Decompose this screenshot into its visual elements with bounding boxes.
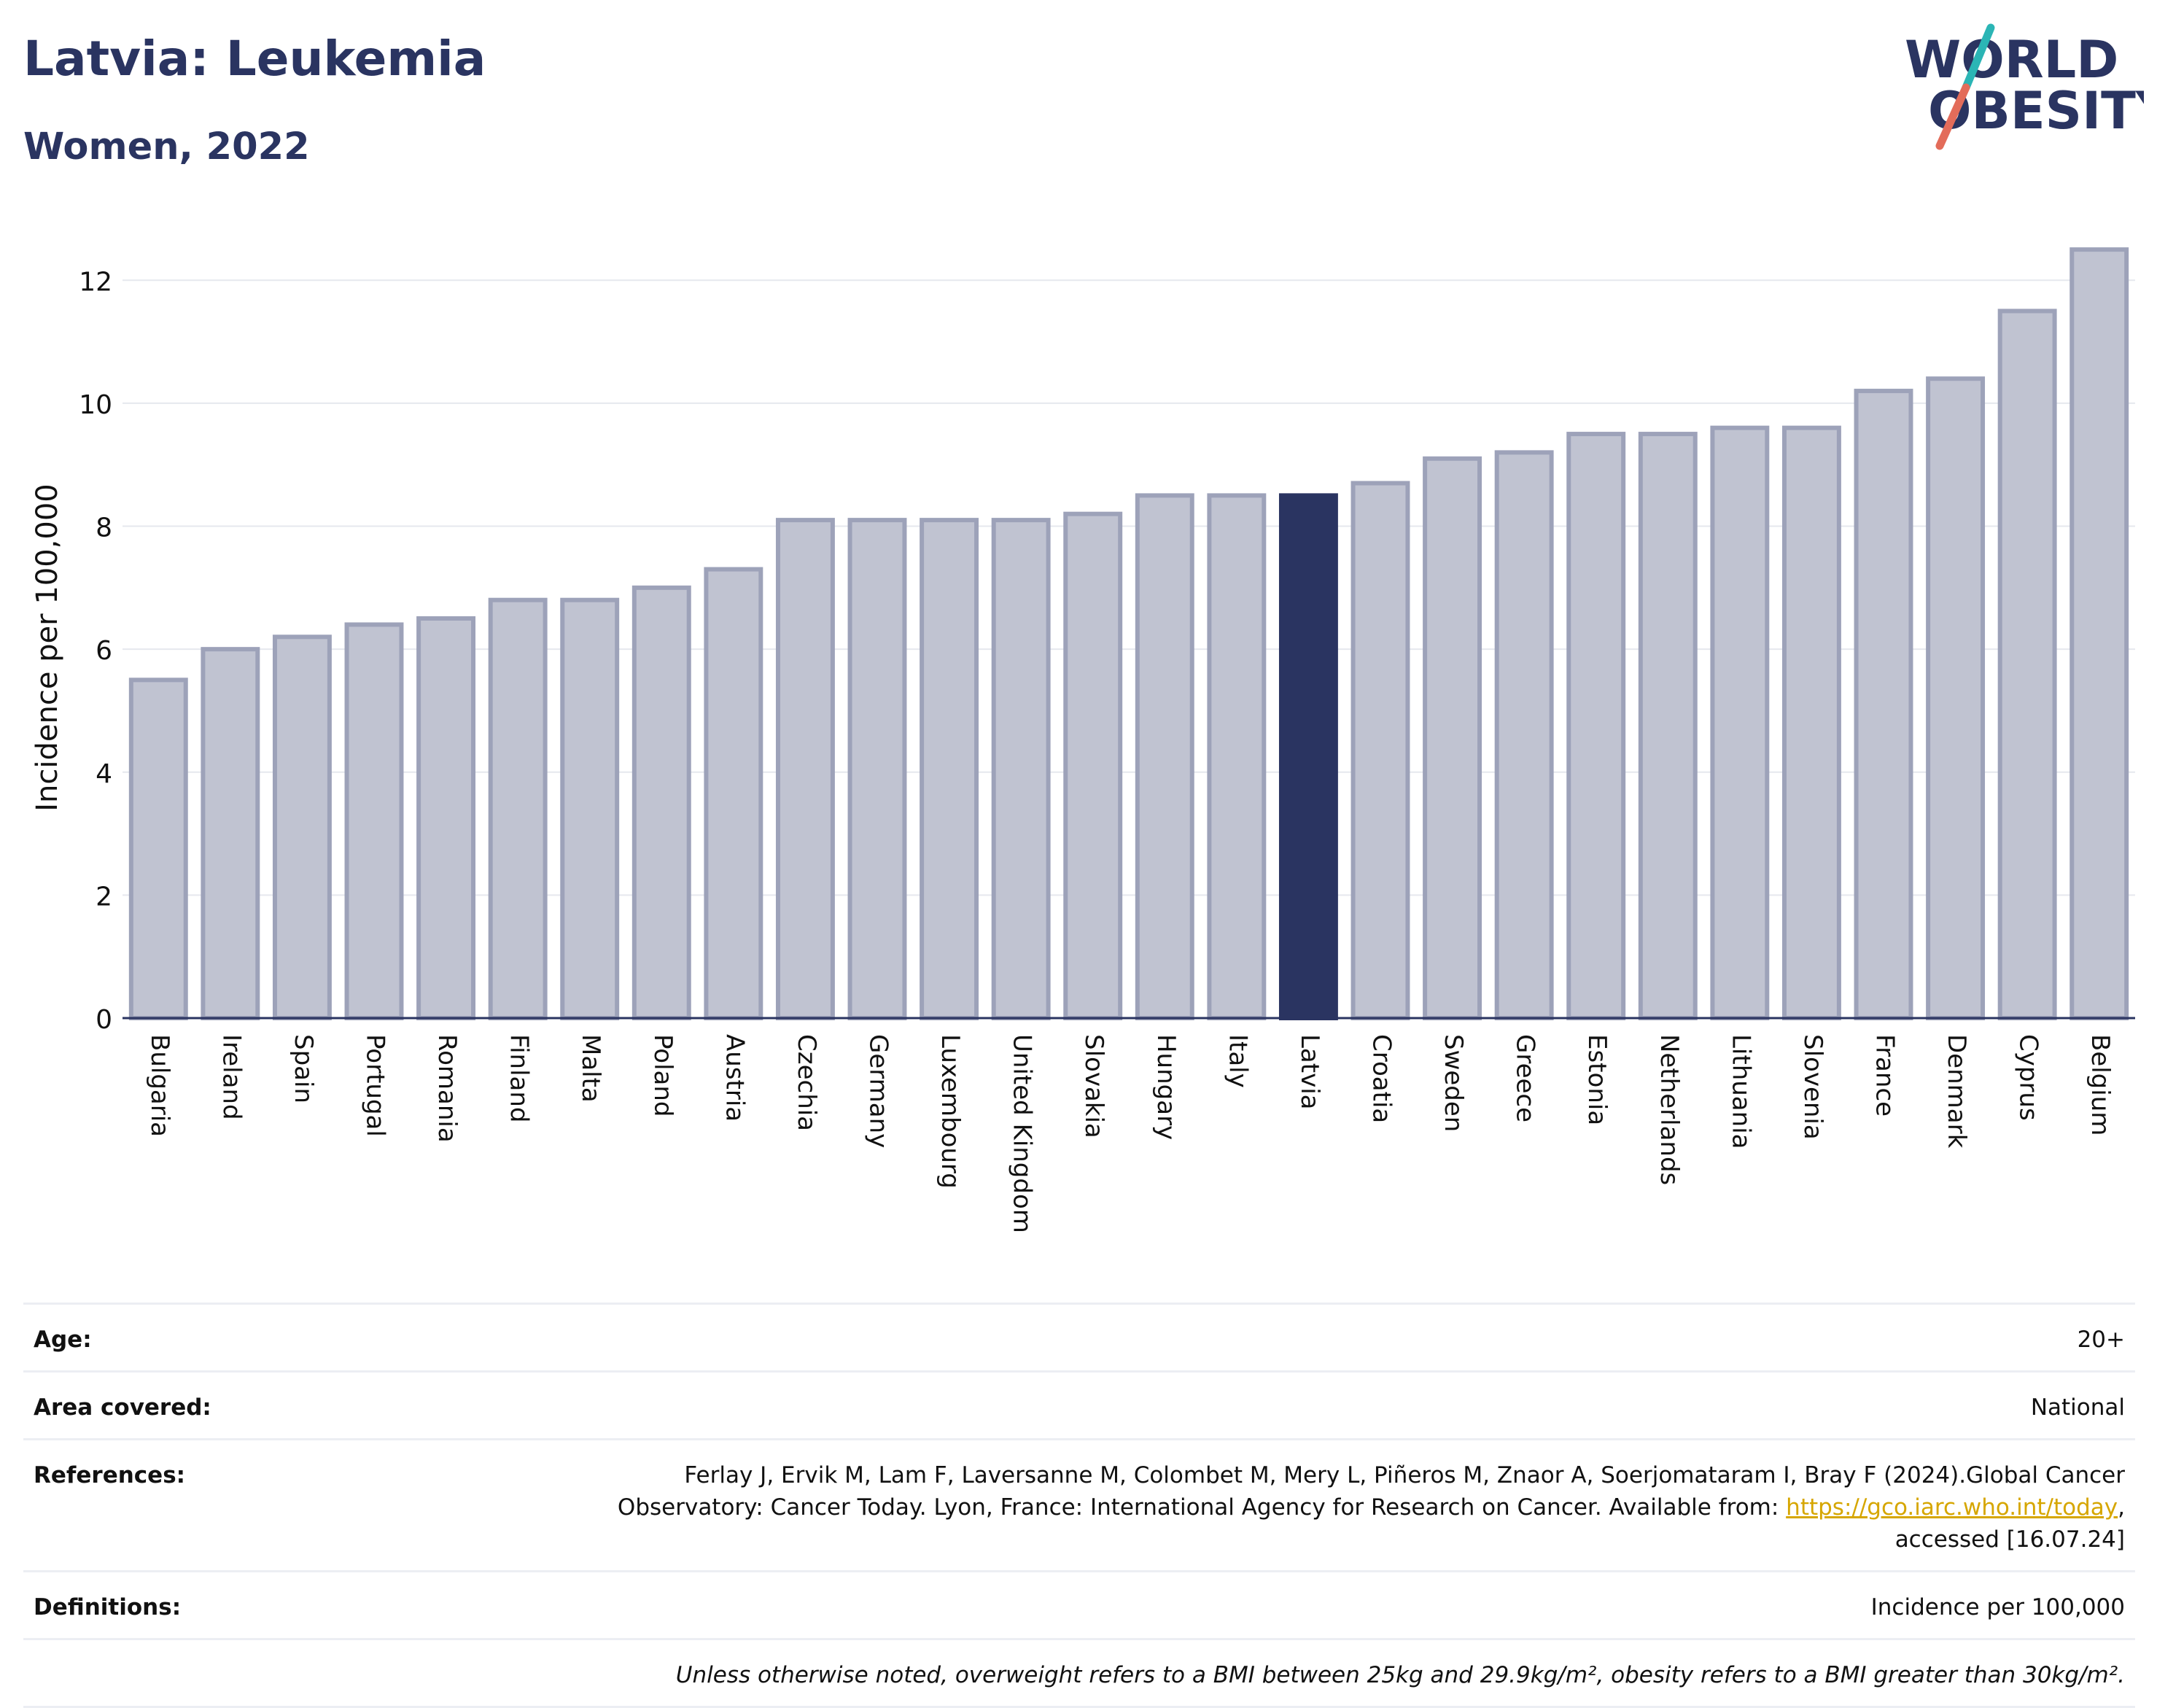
y-tick-label: 8: [96, 513, 112, 543]
area-label: Area covered:: [34, 1394, 211, 1421]
bar-spain[interactable]: [272, 634, 332, 1020]
y-axis-title: Incidence per 100,000: [31, 484, 64, 812]
bar-ireland[interactable]: [201, 647, 260, 1021]
page-title: Latvia: Leukemia: [23, 31, 486, 87]
x-tick-label: Finland: [505, 1034, 534, 1123]
x-tick-label: France: [1870, 1034, 1900, 1117]
x-tick-label: Greece: [1511, 1034, 1540, 1122]
bar-belgium[interactable]: [2069, 247, 2129, 1021]
bar-luxembourg[interactable]: [920, 518, 979, 1020]
x-tick-label: Slovakia: [1079, 1034, 1108, 1138]
bar-finland[interactable]: [488, 597, 548, 1020]
bar-netherlands[interactable]: [1638, 432, 1698, 1020]
definitions-label: Definitions:: [34, 1594, 182, 1620]
bar-greece[interactable]: [1494, 450, 1554, 1020]
bar-austria[interactable]: [704, 567, 763, 1020]
references-text: Ferlay J, Ervik M, Lam F, Laversanne M, …: [617, 1462, 2125, 1521]
y-tick-label: 4: [96, 759, 112, 789]
x-tick-label: Bulgaria: [145, 1034, 174, 1137]
x-tick-label: Netherlands: [1655, 1034, 1684, 1185]
age-label: Age:: [34, 1327, 92, 1353]
world-obesity-logo[interactable]: WORLD OBESITY: [1903, 20, 2144, 152]
references-label: References:: [34, 1462, 186, 1488]
y-tick-label: 6: [96, 636, 112, 666]
x-tick-label: Romania: [432, 1034, 462, 1143]
bar-croatia[interactable]: [1350, 481, 1410, 1020]
meta-row-definitions: Definitions: Incidence per 100,000: [23, 1572, 2135, 1640]
y-tick-label: 2: [96, 882, 112, 912]
bar-poland[interactable]: [631, 585, 691, 1020]
x-tick-label: Latvia: [1295, 1034, 1324, 1110]
metadata-table: Age: 20+ Area covered: National Referenc…: [23, 1303, 2135, 1708]
x-tick-label: Croatia: [1367, 1034, 1396, 1123]
x-tick-label: Belgium: [2086, 1034, 2115, 1136]
bar-cyprus[interactable]: [1997, 308, 2057, 1020]
x-tick-label: Portugal: [361, 1034, 390, 1137]
bar-italy[interactable]: [1207, 493, 1267, 1020]
references-tail: , accessed [16.07.24]: [1894, 1494, 2125, 1553]
x-tick-label: Czechia: [792, 1034, 821, 1131]
bar-romania[interactable]: [416, 616, 476, 1020]
logo-text-world: WORLD: [1905, 30, 2118, 90]
bar-france[interactable]: [1854, 389, 1913, 1020]
x-tick-label: Hungary: [1151, 1034, 1181, 1140]
bar-united-kingdom[interactable]: [991, 518, 1051, 1020]
bar-chart: 0 2 4 6 8 10 12 Bulgaria Ireland Spain Portugal Rom…: [31, 247, 2135, 1233]
bar-slovenia[interactable]: [1781, 425, 1841, 1020]
bar-denmark[interactable]: [1926, 376, 1986, 1020]
meta-row-age: Age: 20+: [23, 1305, 2135, 1373]
x-tick-label: Malta: [576, 1034, 605, 1103]
bar-slovakia[interactable]: [1063, 511, 1123, 1020]
meta-row-note: Unless otherwise noted, overweight refer…: [23, 1640, 2135, 1708]
bar-sweden[interactable]: [1423, 456, 1482, 1020]
definitions-value: Incidence per 100,000: [1870, 1594, 2125, 1620]
logo-slash-bottom: [1935, 83, 1970, 150]
age-value: 20+: [2077, 1327, 2125, 1353]
x-tick-label: United Kingdom: [1008, 1034, 1037, 1233]
meta-row-references: References: Ferlay J, Ervik M, Lam F, La…: [23, 1440, 2135, 1572]
y-tick-label: 10: [79, 390, 112, 420]
bar-lithuania[interactable]: [1710, 425, 1770, 1020]
x-tick-label: Austria: [720, 1034, 749, 1122]
bar-bulgaria[interactable]: [128, 678, 188, 1020]
bar-latvia[interactable]: [1278, 493, 1338, 1020]
y-tick-label: 0: [96, 1005, 112, 1035]
x-tick-label: Spain: [289, 1034, 318, 1103]
bars: [128, 247, 2129, 1021]
bar-hungary[interactable]: [1135, 493, 1194, 1020]
x-tick-label: Poland: [648, 1034, 677, 1117]
x-tick-label: Ireland: [217, 1034, 246, 1120]
bar-czechia[interactable]: [775, 518, 835, 1020]
x-tick-label: Cyprus: [2014, 1034, 2043, 1121]
logo-slash-top: [1962, 23, 1995, 92]
bmi-note: Unless otherwise noted, overweight refer…: [675, 1662, 2125, 1688]
page-subtitle: Women, 2022: [23, 125, 310, 168]
x-tick-label: Lithuania: [1726, 1034, 1755, 1149]
x-tick-label: Estonia: [1582, 1034, 1612, 1125]
x-tick-label: Slovenia: [1798, 1034, 1827, 1140]
bar-malta[interactable]: [560, 597, 620, 1020]
bar-germany[interactable]: [847, 518, 907, 1020]
references-value: Ferlay J, Ervik M, Lam F, Laversanne M, …: [594, 1459, 2125, 1556]
bar-estonia[interactable]: [1566, 432, 1626, 1020]
x-tick-label: Sweden: [1439, 1034, 1468, 1132]
bar-portugal[interactable]: [344, 622, 404, 1020]
x-tick-label: Denmark: [1942, 1034, 1971, 1149]
x-tick-label: Luxembourg: [936, 1034, 965, 1189]
axes: 0 2 4 6 8 10 12 Bulgaria Ireland Spain Portugal Rom…: [79, 267, 2135, 1233]
references-link[interactable]: https://gco.iarc.who.int/today: [1786, 1494, 2118, 1521]
x-tick-label: Italy: [1223, 1034, 1252, 1088]
area-value: National: [2030, 1394, 2125, 1421]
x-tick-label: Germany: [864, 1034, 893, 1148]
y-tick-label: 12: [79, 267, 112, 297]
meta-row-area: Area covered: National: [23, 1373, 2135, 1440]
